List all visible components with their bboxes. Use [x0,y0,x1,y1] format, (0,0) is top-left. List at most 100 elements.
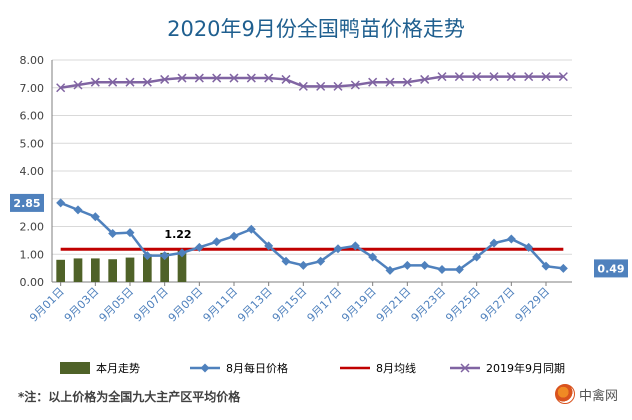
data-point [333,81,343,91]
bar [177,248,187,282]
data-point [454,265,464,275]
bar [160,252,169,282]
data-point [142,77,152,87]
series-august-daily [56,198,568,275]
data-point [506,234,516,244]
data-point [472,72,482,82]
data-point [56,83,66,93]
data-point [437,72,447,82]
data-point [177,248,187,258]
y-tick-label: 8.00 [20,54,45,67]
data-point [246,224,256,234]
last-value-label-text: 0.49 [597,262,624,275]
x-tick-label: 9月15日 [270,285,310,325]
legend-marker [460,363,470,373]
data-point [108,77,118,87]
x-tick-label: 9月05日 [97,285,137,325]
data-point [281,74,291,84]
data-point [558,72,568,82]
footnote: *注：以上价格为全国九大主产区平均价格 [18,390,241,404]
bar [56,259,65,282]
bar [91,258,100,282]
first-value-label: 2.85 [10,193,44,212]
y-axis-tick-labels: 0.001.002.003.004.005.006.007.008.00 [20,54,45,289]
data-point [298,81,308,91]
data-point [437,265,447,275]
legend-label: 8月均线 [376,361,416,375]
data-point [385,77,395,87]
line-series [56,72,568,275]
x-tick-label: 9月01日 [27,285,67,325]
data-point [524,72,534,82]
data-point [264,241,274,251]
legend-label: 本月走势 [96,361,140,375]
data-point [160,251,170,261]
data-point [246,73,256,83]
grid-lines [51,59,572,283]
y-tick-label: 4.00 [20,165,45,178]
data-point [125,77,135,87]
x-tick-label: 9月23日 [409,285,449,325]
y-tick-label: 1.00 [20,248,45,261]
data-point [316,81,326,91]
logo-icon [554,384,575,404]
x-tick-label: 9月13日 [235,285,275,325]
bar-series [56,248,187,282]
data-point [524,242,534,252]
data-point [298,260,308,270]
data-point [108,228,118,238]
data-point [160,74,170,84]
data-point [489,72,499,82]
data-point [281,256,291,266]
data-point [56,198,66,208]
data-point [420,260,430,270]
data-point [454,72,464,82]
data-point [212,237,222,247]
data-point [350,80,360,90]
data-point [472,252,482,262]
y-tick-label: 6.00 [20,110,45,123]
data-point [402,77,412,87]
series-line [60,201,564,272]
x-tick-label: 9月27日 [478,285,518,325]
series-line [60,75,564,89]
logo: 中禽网 [554,384,618,404]
data-point [125,228,135,238]
last-value-label-box [594,259,628,278]
bar-last-value-label: 1.22 [164,228,191,241]
data-point [420,74,430,84]
y-tick-label: 5.00 [20,137,45,150]
x-tick-label: 9月09日 [166,285,206,325]
last-value-label: 0.49 [594,259,628,278]
data-point [73,80,83,90]
data-point [264,73,274,83]
legend-label: 8月每日价格 [226,361,288,375]
y-tick-label: 2.00 [20,221,45,234]
data-point [506,72,516,82]
data-point [368,77,378,87]
x-tick-label: 9月25日 [443,285,483,325]
bar [125,257,135,282]
data-point [194,242,204,252]
data-point [177,73,187,83]
x-tick-label: 9月07日 [131,285,171,325]
first-value-label-box [10,193,44,212]
legend-label: 2019年9月同期 [486,361,565,375]
data-point [90,77,100,87]
bar [108,259,117,282]
legend-item: 2019年9月同期 [450,361,565,375]
data-point [402,260,412,270]
y-tick-label: 0.00 [20,276,45,289]
data-point [350,241,360,251]
data-point [194,73,204,83]
data-point [212,73,222,83]
data-point [541,72,551,82]
x-tick-label: 9月19日 [339,285,379,325]
x-tick-label: 9月03日 [62,285,102,325]
data-point [90,212,100,222]
legend-marker [200,363,210,373]
data-point [541,261,551,271]
data-point [316,256,326,266]
